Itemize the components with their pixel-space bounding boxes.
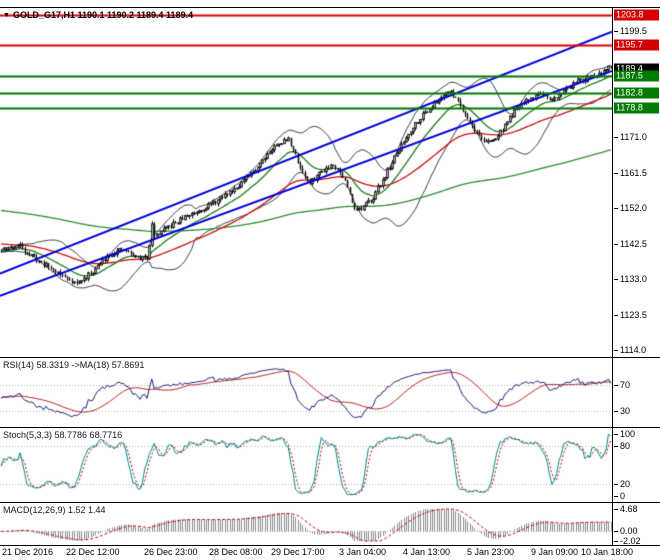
rsi-level-tick: 70 — [613, 380, 631, 390]
stoch-scale[interactable]: 100 80 20 0 — [613, 428, 660, 502]
chart-window: ▼ GOLD_G17,H1 1190.1 1190.2 1189.4 1189.… — [0, 7, 660, 560]
price-tick: 1133.0 — [614, 274, 647, 285]
time-label: 10 Jan 18:00 — [581, 547, 634, 557]
rsi-level-tick: 30 — [613, 406, 631, 416]
rsi-canvas[interactable] — [0, 358, 612, 427]
macd-label: MACD(12,26,9) 1.52 1.44 — [3, 505, 106, 515]
time-label: 22 Dec 12:00 — [66, 547, 120, 557]
macd-scale-tick: 4.68 — [614, 504, 638, 514]
chart-title-text: GOLD_G17,H1 1190.1 1190.2 1189.4 1189.4 — [12, 10, 194, 20]
stoch-scale-tick: 0 — [613, 491, 626, 501]
time-label: 5 Jan 23:00 — [467, 547, 515, 557]
price-tick: 1152.0 — [614, 203, 647, 214]
stoch-scale-tick: 100 — [613, 429, 636, 439]
rsi-scale[interactable]: 70 30 — [613, 358, 660, 427]
time-label: 28 Dec 08:00 — [209, 547, 263, 557]
price-tick: 1114.0 — [613, 345, 647, 355]
price-tick: 1199.5 — [614, 26, 647, 36]
support-price-label: 1182.8 — [614, 87, 659, 99]
time-label: 3 Jan 04:00 — [339, 547, 387, 557]
main-panel: ▼ GOLD_G17,H1 1190.1 1190.2 1189.4 1189.… — [0, 8, 660, 358]
macd-canvas[interactable] — [0, 503, 612, 545]
time-label: 4 Jan 13:00 — [403, 547, 451, 557]
stoch-scale-tick: 20 — [613, 478, 631, 489]
stoch-label: Stoch(5,3,3) 58.7786 68.7716 — [3, 430, 123, 440]
chart-title: ▼ GOLD_G17,H1 1190.1 1190.2 1189.4 1189.… — [3, 10, 193, 20]
time-axis[interactable]: 21 Dec 2016 22 Dec 12:00 26 Dec 23:00 28 De… — [0, 546, 660, 560]
support-price-label: 1187.5 — [614, 70, 659, 82]
price-tick: 1123.5 — [614, 309, 647, 320]
stochastic-canvas[interactable] — [0, 428, 612, 502]
time-label: 21 Dec 2016 — [2, 547, 54, 557]
time-label: 26 Dec 23:00 — [144, 547, 198, 557]
time-label: 29 Dec 17:00 — [271, 547, 325, 557]
rsi-label: RSI(14) 58.3319 ->MA(18) 57.8691 — [3, 360, 145, 370]
resistance-price-label: 1203.8 — [614, 9, 659, 21]
stoch-scale-tick: 80 — [613, 441, 631, 452]
support-price-label: 1178.8 — [614, 102, 659, 114]
resistance-price-label: 1195.7 — [614, 39, 659, 51]
macd-scale-tick: 0.00 — [614, 526, 638, 537]
rsi-panel: RSI(14) 58.3319 ->MA(18) 57.8691 70 30 — [0, 358, 660, 428]
macd-scale-tick: -2.02 — [614, 535, 641, 546]
rsi-plot: RSI(14) 58.3319 ->MA(18) 57.8691 — [0, 358, 613, 427]
main-plot: ▼ GOLD_G17,H1 1190.1 1190.2 1189.4 1189.… — [0, 8, 613, 357]
price-tick: 1161.5 — [614, 167, 647, 178]
price-chart-canvas[interactable] — [0, 8, 612, 357]
current-price-label: 1189.4 — [614, 63, 659, 75]
price-tick: 1142.5 — [614, 238, 647, 249]
chart-dropdown-icon[interactable]: ▼ — [3, 11, 10, 19]
time-label: 9 Jan 09:00 — [531, 547, 579, 557]
macd-panel: MACD(12,26,9) 1.52 1.44 4.68 0.00 -2.02 — [0, 503, 660, 546]
price-tick: 1171.0 — [614, 132, 647, 143]
price-scale[interactable]: 1199.5 1171.0 1161.5 1152.0 1142.5 1133.0 1123… — [613, 8, 660, 357]
stoch-panel: Stoch(5,3,3) 58.7786 68.7716 100 80 20 0 — [0, 428, 660, 503]
macd-plot: MACD(12,26,9) 1.52 1.44 — [0, 503, 613, 545]
stoch-plot: Stoch(5,3,3) 58.7786 68.7716 — [0, 428, 613, 502]
macd-scale[interactable]: 4.68 0.00 -2.02 — [613, 503, 660, 546]
